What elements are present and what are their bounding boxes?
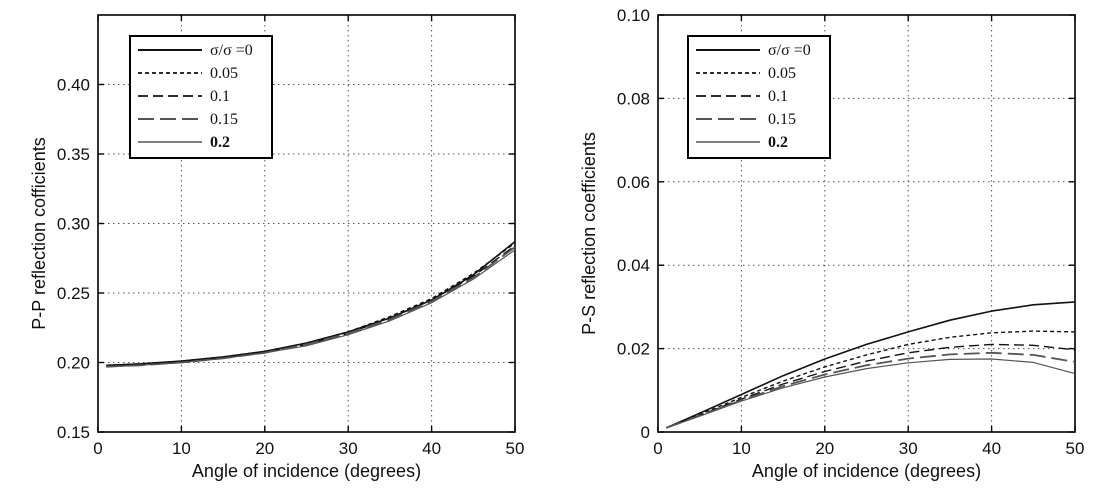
series-line-0 — [665, 301, 1076, 429]
legend-label: σ/σ =0 — [210, 42, 253, 59]
y-tick-label: 0.25 — [57, 284, 90, 303]
pp-reflection-chart: 0 10 20 30 40 50 0.15 0.20 0.25 0.30 0.35 0.40 Angle… — [29, 14, 525, 481]
y-tick-label: 0.06 — [617, 173, 650, 192]
x-tick-label: 10 — [172, 439, 191, 458]
y-tick-label: 0 — [641, 423, 650, 442]
x-axis-label: Angle of incidence (degrees) — [192, 461, 421, 481]
series-line-4 — [666, 358, 1076, 429]
x-tick-label: 0 — [93, 439, 102, 458]
y-tick-label: 0.40 — [57, 76, 90, 95]
y-tick-label: 0.04 — [617, 256, 650, 275]
legend: σ/σ =0 0.05 0.1 0.15 0.2 — [687, 35, 831, 159]
x-tick-label: 40 — [422, 439, 441, 458]
x-tick-label: 50 — [506, 439, 525, 458]
legend-label: 0.15 — [768, 111, 796, 128]
x-tick-label: 40 — [982, 439, 1001, 458]
legend-label: 0.05 — [768, 65, 796, 82]
y-tick-label: 0.20 — [57, 354, 90, 373]
x-tick-label: 50 — [1066, 439, 1085, 458]
y-axis-label: P-P reflection cofficients — [29, 137, 49, 329]
series-line-4 — [106, 249, 516, 368]
y-tick-label: 0.10 — [617, 6, 650, 25]
x-axis-label: Angle of incidence (degrees) — [752, 461, 981, 481]
x-tick-label: 20 — [815, 439, 834, 458]
series-line-0 — [106, 240, 516, 367]
x-tick-label: 10 — [732, 439, 751, 458]
x-tick-label: 30 — [339, 439, 358, 458]
y-tick-label: 0.08 — [617, 89, 650, 108]
legend-label: 0.2 — [210, 134, 230, 151]
legend-label: 0.2 — [768, 134, 788, 151]
series-line-2 — [106, 245, 516, 368]
ps-reflection-chart: 0 10 20 30 40 50 0 0.02 0.04 0.06 0.08 0.10 Angle of… — [579, 6, 1084, 481]
x-tick-label: 20 — [255, 439, 274, 458]
y-tick-label: 0.35 — [57, 145, 90, 164]
y-tick-label: 0.15 — [57, 423, 90, 442]
legend-label: σ/σ =0 — [768, 42, 811, 59]
series-line-3 — [106, 246, 516, 368]
legend-box — [129, 35, 273, 159]
legend: σ/σ =0 0.05 0.1 0.15 0.2 — [129, 35, 273, 159]
x-tick-label: 0 — [653, 439, 662, 458]
x-tick-label: 30 — [899, 439, 918, 458]
legend-label: 0.1 — [768, 88, 788, 105]
legend-label: 0.05 — [210, 65, 238, 82]
legend-box — [687, 35, 831, 159]
series-line-2 — [666, 343, 1076, 429]
plot-frame — [657, 14, 1076, 433]
series-line-1 — [106, 242, 516, 366]
y-tick-label: 0.02 — [617, 340, 650, 359]
series-line-1 — [666, 330, 1076, 429]
series-line-3 — [665, 351, 1076, 429]
legend-label: 0.15 — [210, 111, 238, 128]
legend-label: 0.1 — [210, 88, 230, 105]
y-axis-label: P-S reflection coefficients — [579, 132, 599, 335]
y-tick-label: 0.30 — [57, 215, 90, 234]
